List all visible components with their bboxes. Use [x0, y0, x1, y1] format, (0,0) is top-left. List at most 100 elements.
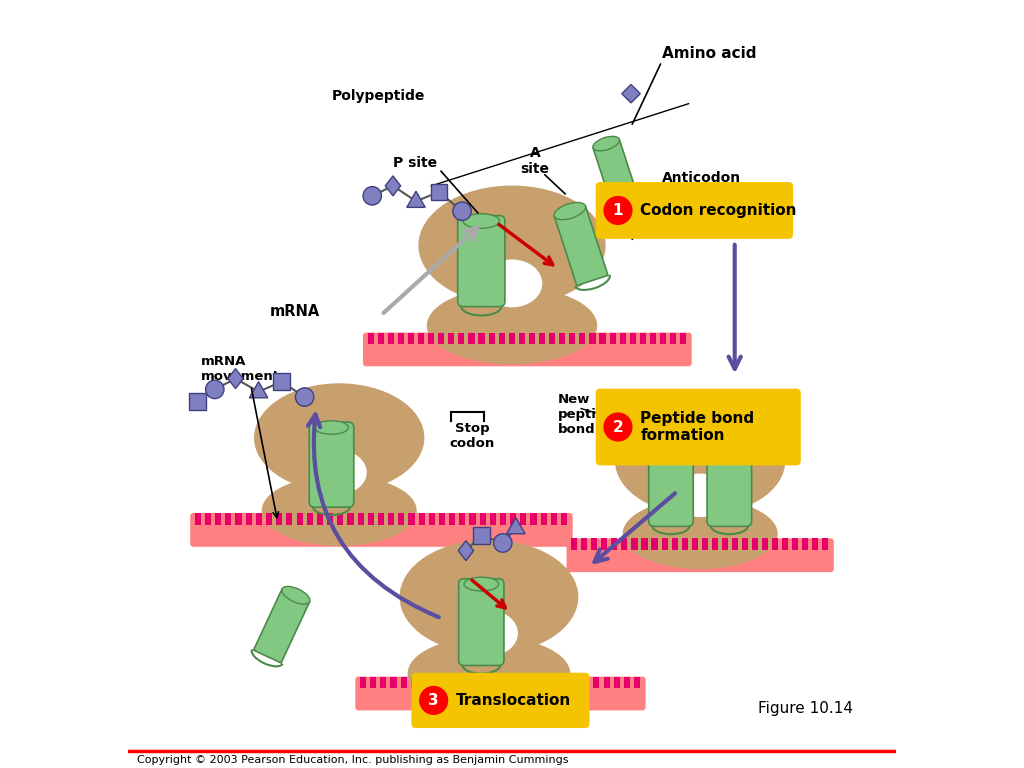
Bar	[712, 538, 718, 550]
Bar	[762, 538, 768, 550]
Bar	[439, 513, 445, 525]
Bar	[519, 333, 525, 344]
Bar	[273, 373, 290, 390]
Bar	[822, 538, 828, 550]
Bar	[509, 333, 515, 344]
Bar	[215, 513, 221, 525]
Bar	[632, 538, 638, 550]
Bar	[502, 677, 508, 688]
FancyBboxPatch shape	[596, 389, 801, 465]
FancyBboxPatch shape	[355, 677, 645, 710]
Bar	[421, 677, 427, 688]
Bar	[549, 333, 555, 344]
Bar	[398, 333, 404, 344]
Ellipse shape	[314, 421, 348, 434]
Ellipse shape	[282, 587, 310, 604]
Polygon shape	[250, 382, 268, 398]
Bar	[620, 333, 626, 344]
Bar	[590, 333, 596, 344]
Bar	[188, 393, 206, 410]
Bar	[593, 677, 599, 688]
Ellipse shape	[593, 137, 620, 151]
Circle shape	[603, 196, 633, 225]
Ellipse shape	[554, 203, 586, 220]
Ellipse shape	[428, 288, 596, 364]
Bar	[569, 333, 575, 344]
Bar	[582, 538, 588, 550]
Polygon shape	[622, 84, 640, 103]
Bar	[256, 513, 262, 525]
Bar	[691, 538, 697, 550]
Bar	[532, 677, 539, 688]
Bar	[662, 538, 668, 550]
Bar	[489, 513, 496, 525]
Circle shape	[419, 686, 449, 715]
Bar	[722, 538, 728, 550]
Bar	[469, 513, 475, 525]
Bar	[429, 513, 435, 525]
Bar	[441, 677, 447, 688]
Bar	[559, 333, 565, 344]
Text: mRNA: mRNA	[270, 303, 321, 319]
Bar	[468, 333, 474, 344]
Bar	[359, 677, 366, 688]
FancyBboxPatch shape	[596, 182, 793, 239]
Bar	[551, 513, 557, 525]
Bar	[459, 333, 465, 344]
Bar	[368, 333, 374, 344]
Bar	[553, 677, 559, 688]
Bar	[347, 513, 353, 525]
Bar	[388, 513, 394, 525]
Bar	[462, 677, 468, 688]
Bar	[390, 677, 396, 688]
Ellipse shape	[713, 440, 746, 453]
Bar	[266, 513, 272, 525]
Polygon shape	[507, 518, 525, 534]
Bar	[682, 538, 688, 550]
Bar	[380, 677, 386, 688]
Bar	[599, 333, 605, 344]
Text: Anticodon: Anticodon	[662, 171, 741, 185]
Bar	[450, 513, 456, 525]
Bar	[571, 538, 578, 550]
Bar	[782, 538, 788, 550]
Text: mRNA
movement: mRNA movement	[201, 355, 280, 382]
Circle shape	[206, 380, 224, 399]
Polygon shape	[593, 139, 638, 207]
Bar	[236, 513, 242, 525]
Ellipse shape	[255, 384, 424, 492]
Bar	[307, 513, 313, 525]
Bar	[772, 538, 778, 550]
FancyBboxPatch shape	[190, 513, 572, 547]
Bar	[225, 513, 231, 525]
Bar	[670, 333, 676, 344]
Bar	[601, 538, 607, 550]
Bar	[640, 333, 646, 344]
Text: Codon recognition: Codon recognition	[640, 203, 797, 218]
Bar	[297, 513, 303, 525]
Bar	[591, 538, 597, 550]
Bar	[337, 513, 343, 525]
Ellipse shape	[654, 440, 688, 453]
Ellipse shape	[674, 475, 727, 517]
Bar	[609, 333, 615, 344]
FancyBboxPatch shape	[707, 442, 752, 526]
Bar	[573, 677, 580, 688]
Bar	[400, 677, 407, 688]
Bar	[388, 333, 394, 344]
Bar	[650, 333, 656, 344]
Ellipse shape	[400, 541, 578, 654]
Bar	[499, 333, 505, 344]
Text: 3: 3	[428, 693, 439, 708]
Bar	[512, 677, 518, 688]
Bar	[472, 677, 478, 688]
Bar	[459, 513, 465, 525]
Bar	[510, 513, 516, 525]
Bar	[370, 677, 376, 688]
Bar	[672, 538, 678, 550]
Bar	[651, 538, 657, 550]
Text: Amino acid: Amino acid	[662, 46, 757, 61]
Bar	[732, 538, 738, 550]
Bar	[624, 677, 630, 688]
FancyBboxPatch shape	[649, 442, 693, 526]
